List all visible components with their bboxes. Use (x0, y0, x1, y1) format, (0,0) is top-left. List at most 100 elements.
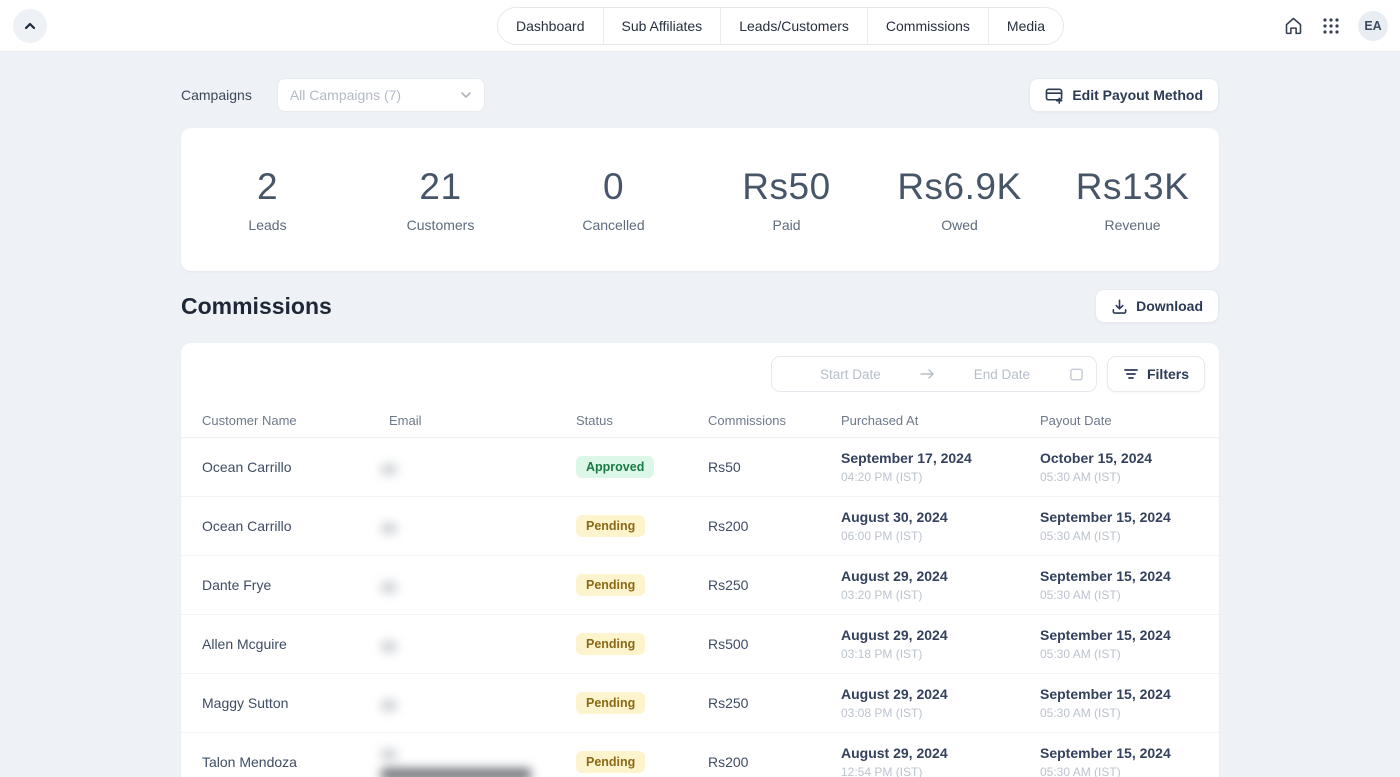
nav-tab[interactable]: Media (988, 7, 1064, 44)
email-redacted-line2 (381, 700, 397, 711)
nav-tab[interactable]: Dashboard (498, 7, 604, 44)
email-redacted (381, 744, 576, 777)
commissions-table: Customer Name Email Status Commissions P… (181, 404, 1219, 777)
payout-time: 05:30 AM (IST) (1040, 647, 1121, 661)
stat-value: 21 (419, 166, 462, 207)
end-date-placeholder[interactable]: End Date (973, 366, 1030, 382)
arrow-right-icon (919, 368, 935, 380)
purchased-at-cell: August 29, 2024 03:20 PM (IST) (841, 568, 1040, 602)
download-button[interactable]: Download (1095, 289, 1219, 323)
payout-date: September 15, 2024 (1040, 568, 1171, 584)
stat-item: Rs6.9K Owed (873, 166, 1046, 233)
purchased-time: 04:20 PM (IST) (841, 470, 923, 484)
col-status: Status (576, 413, 613, 428)
commission-amount: Rs250 (708, 695, 749, 711)
purchased-time: 03:18 PM (IST) (841, 647, 923, 661)
purchased-date: August 29, 2024 (841, 686, 948, 702)
nav-tab[interactable]: Sub Affiliates (603, 7, 722, 44)
customer-name: Ocean Carrillo (202, 518, 292, 534)
download-icon (1111, 298, 1128, 315)
payout-date: September 15, 2024 (1040, 627, 1171, 643)
campaigns-select[interactable]: All Campaigns (7) (276, 78, 485, 112)
commission-amount: Rs250 (708, 577, 749, 593)
stat-value: 2 (256, 166, 279, 207)
stat-value: 0 (602, 166, 625, 207)
start-date-placeholder[interactable]: Start Date (819, 366, 881, 382)
purchased-date: August 30, 2024 (841, 509, 948, 525)
status-badge: Pending (576, 633, 646, 655)
home-button[interactable] (1283, 15, 1304, 36)
customer-name: Ocean Carrillo (202, 459, 292, 475)
stat-label: Cancelled (582, 217, 645, 233)
purchased-at-cell: September 17, 2024 04:20 PM (IST) (841, 450, 1040, 484)
filter-row: Start Date End Date Filters (181, 356, 1219, 392)
customer-name: Maggy Sutton (202, 695, 289, 711)
stat-item: 0 Cancelled (527, 166, 700, 233)
table-row[interactable]: Talon Mendoza Pending Rs200 August 29, 2… (181, 733, 1219, 777)
stat-label: Owed (941, 217, 978, 233)
campaigns-label: Campaigns (181, 87, 252, 103)
purchased-date: September 17, 2024 (841, 450, 972, 466)
date-range-picker[interactable]: Start Date End Date (770, 356, 1097, 392)
customer-name: Allen Mcguire (202, 636, 287, 652)
col-customer-name: Customer Name (202, 413, 297, 428)
apps-grid-icon (1322, 17, 1340, 35)
top-bar: Dashboard Sub Affiliates Leads/Customers Co… (0, 0, 1400, 52)
table-row[interactable]: Maggy Sutton Pending Rs250 August 29, 20… (181, 674, 1219, 733)
col-purchased-at: Purchased At (841, 413, 919, 428)
purchased-at-cell: August 30, 2024 06:00 PM (IST) (841, 509, 1040, 543)
email-redacted-line2 (381, 464, 397, 475)
purchased-at-cell: August 29, 2024 12:54 PM (IST) (841, 745, 1040, 777)
col-email: Email (389, 413, 422, 428)
status-badge: Pending (576, 751, 646, 773)
payout-time: 05:30 AM (IST) (1040, 588, 1121, 602)
payout-time: 05:30 AM (IST) (1040, 765, 1121, 777)
collapse-button[interactable] (13, 9, 47, 43)
stat-label: Customers (406, 217, 475, 233)
payout-date: October 15, 2024 (1040, 450, 1153, 466)
campaigns-select-value: All Campaigns (7) (289, 87, 402, 103)
payout-date-cell: September 15, 2024 05:30 AM (IST) (1040, 686, 1198, 720)
commission-amount: Rs200 (708, 754, 749, 770)
filters-button[interactable]: Filters (1106, 356, 1205, 392)
chevron-up-icon (23, 19, 37, 33)
payout-date-cell: September 15, 2024 05:30 AM (IST) (1040, 627, 1198, 661)
email-redacted (381, 695, 576, 711)
stat-item: 2 Leads (181, 166, 354, 233)
payout-date: September 15, 2024 (1040, 686, 1171, 702)
campaigns-row: Campaigns All Campaigns (7) Edit Payout … (181, 78, 1219, 112)
purchased-time: 03:08 PM (IST) (841, 706, 923, 720)
col-commissions: Commissions (708, 413, 787, 428)
download-label: Download (1136, 298, 1203, 314)
payout-date-cell: September 15, 2024 05:30 AM (IST) (1040, 745, 1198, 777)
user-avatar[interactable]: EA (1358, 10, 1388, 41)
filters-label: Filters (1146, 366, 1189, 382)
commissions-title: Commissions (181, 292, 332, 319)
purchased-time: 06:00 PM (IST) (841, 529, 923, 543)
table-row[interactable]: Allen Mcguire Pending Rs500 August 29, 2… (181, 615, 1219, 674)
edit-payout-method-button[interactable]: Edit Payout Method (1029, 78, 1219, 112)
table-header: Customer Name Email Status Commissions P… (181, 404, 1219, 438)
purchased-date: August 29, 2024 (841, 627, 948, 643)
payout-date-cell: September 15, 2024 05:30 AM (IST) (1040, 509, 1198, 543)
email-redacted (381, 459, 576, 475)
chevron-down-icon (460, 89, 472, 101)
table-row[interactable]: Dante Frye Pending Rs250 August 29, 2024… (181, 556, 1219, 615)
status-badge: Pending (576, 692, 646, 714)
commission-amount: Rs200 (708, 518, 749, 534)
purchased-time: 12:54 PM (IST) (841, 765, 923, 777)
stats-card: 2 Leads 21 Customers 0 Cancelled Rs50 Pa… (181, 128, 1219, 271)
table-body: Ocean Carrillo Approved Rs50 September 1… (181, 438, 1219, 777)
purchased-date: August 29, 2024 (841, 568, 948, 584)
payout-date: September 15, 2024 (1040, 745, 1171, 761)
email-redacted-dark (381, 767, 531, 777)
table-row[interactable]: Ocean Carrillo Pending Rs200 August 30, … (181, 497, 1219, 556)
payout-date: September 15, 2024 (1040, 509, 1171, 525)
apps-menu-button[interactable] (1322, 17, 1340, 35)
nav-tab[interactable]: Leads/Customers (721, 7, 868, 44)
customer-name: Dante Frye (202, 577, 272, 593)
table-row[interactable]: Ocean Carrillo Approved Rs50 September 1… (181, 438, 1219, 497)
purchased-at-cell: August 29, 2024 03:08 PM (IST) (841, 686, 1040, 720)
stat-value: Rs50 (742, 166, 831, 207)
nav-tab[interactable]: Commissions (867, 7, 989, 44)
